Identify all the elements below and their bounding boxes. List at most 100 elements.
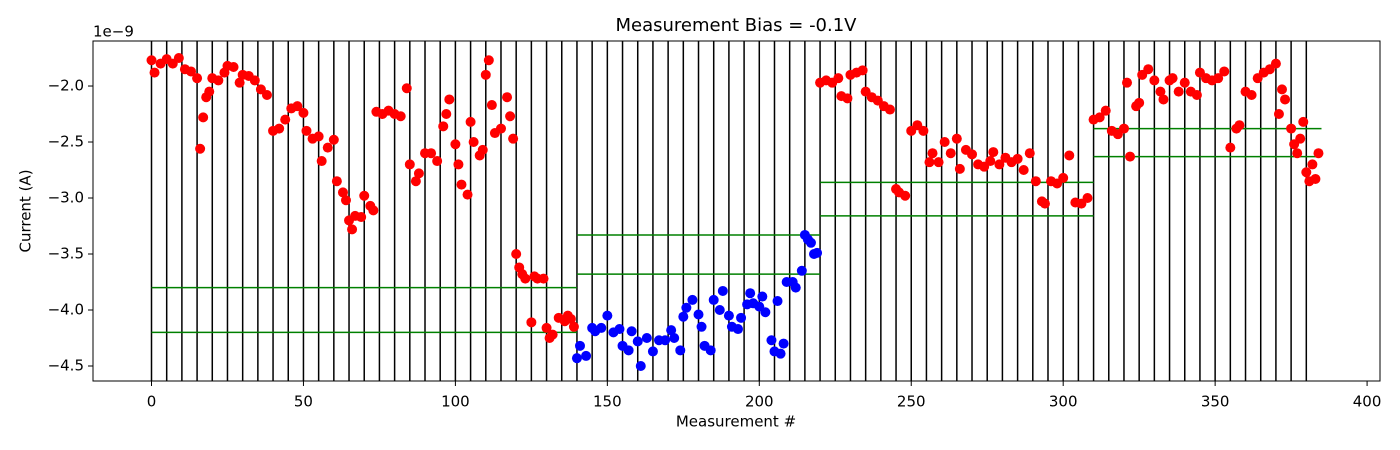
data-point xyxy=(426,148,437,159)
data-point xyxy=(149,67,160,78)
data-point xyxy=(1158,94,1169,105)
data-point xyxy=(228,61,239,72)
data-point xyxy=(647,346,658,357)
x-tick-label: 400 xyxy=(1353,393,1382,411)
data-point xyxy=(623,345,634,356)
data-point xyxy=(1155,86,1166,97)
data-point xyxy=(410,176,421,187)
data-point xyxy=(596,322,607,333)
data-point xyxy=(198,112,209,123)
data-point xyxy=(368,205,379,216)
data-point xyxy=(723,310,734,321)
data-point xyxy=(760,307,771,318)
data-point xyxy=(1270,58,1281,69)
data-point xyxy=(626,326,637,337)
data-point xyxy=(1225,142,1236,153)
y-tick-label: −3.5 xyxy=(48,245,84,263)
data-point xyxy=(660,335,671,346)
data-point xyxy=(571,353,582,364)
data-point xyxy=(933,157,944,168)
x-axis-label: Measurement # xyxy=(676,413,796,431)
data-point xyxy=(985,156,996,167)
data-point xyxy=(465,116,476,127)
data-point xyxy=(1179,77,1190,88)
data-point xyxy=(505,111,516,122)
offset-label: 1e−9 xyxy=(93,23,134,41)
data-point xyxy=(413,168,424,179)
data-point xyxy=(1122,77,1133,88)
data-point xyxy=(462,189,473,200)
data-point xyxy=(204,86,215,97)
data-point xyxy=(340,195,351,206)
data-point xyxy=(486,100,497,111)
data-point xyxy=(614,324,625,335)
data-point xyxy=(1310,173,1321,184)
data-point xyxy=(444,94,455,105)
plot-frame xyxy=(92,40,1381,382)
data-point xyxy=(502,92,513,103)
data-point xyxy=(574,340,585,351)
data-point xyxy=(280,114,291,125)
data-point xyxy=(438,121,449,132)
data-point xyxy=(681,302,692,313)
data-point xyxy=(1058,172,1069,183)
data-point xyxy=(1118,123,1129,134)
data-point xyxy=(547,329,558,340)
data-point xyxy=(316,156,327,167)
data-point xyxy=(401,83,412,94)
data-point xyxy=(520,273,531,284)
data-point xyxy=(900,190,911,201)
data-point xyxy=(274,123,285,134)
data-point xyxy=(1012,153,1023,164)
x-tick-label: 300 xyxy=(1049,393,1078,411)
data-point xyxy=(322,142,333,153)
data-point xyxy=(565,313,576,324)
data-point xyxy=(347,224,358,235)
data-point xyxy=(833,73,844,84)
data-point xyxy=(526,317,537,328)
data-point xyxy=(717,285,728,296)
data-point xyxy=(714,304,725,315)
data-point xyxy=(1018,165,1029,176)
data-point xyxy=(1307,159,1318,170)
data-point xyxy=(842,93,853,104)
data-point xyxy=(641,332,652,343)
data-point xyxy=(924,157,935,168)
data-point xyxy=(1292,148,1303,159)
data-point xyxy=(581,350,592,361)
data-point xyxy=(675,345,686,356)
data-point xyxy=(666,325,677,336)
data-point xyxy=(1039,198,1050,209)
data-point xyxy=(173,53,184,64)
data-point xyxy=(939,137,950,148)
data-point xyxy=(234,77,245,88)
data-point xyxy=(1286,123,1297,134)
data-point xyxy=(195,143,206,154)
data-point xyxy=(796,265,807,276)
data-point xyxy=(359,190,370,201)
data-point xyxy=(693,309,704,320)
data-point xyxy=(468,137,479,148)
data-point xyxy=(1024,148,1035,159)
data-point xyxy=(678,311,689,322)
data-point xyxy=(480,69,491,80)
data-point xyxy=(483,55,494,66)
data-point xyxy=(1298,116,1309,127)
data-point xyxy=(669,332,680,343)
data-point xyxy=(1191,89,1202,100)
data-point xyxy=(1273,109,1284,120)
data-point xyxy=(1234,120,1245,131)
data-point xyxy=(186,66,197,77)
data-point xyxy=(1301,167,1312,178)
data-point xyxy=(778,338,789,349)
data-point xyxy=(432,156,443,167)
data-point xyxy=(292,101,303,112)
data-point xyxy=(736,312,747,323)
data-point xyxy=(1280,94,1291,105)
data-point xyxy=(331,176,342,187)
x-tick-label: 100 xyxy=(441,393,470,411)
data-point xyxy=(988,147,999,158)
x-tick-label: 250 xyxy=(897,393,926,411)
data-point xyxy=(1030,176,1041,187)
